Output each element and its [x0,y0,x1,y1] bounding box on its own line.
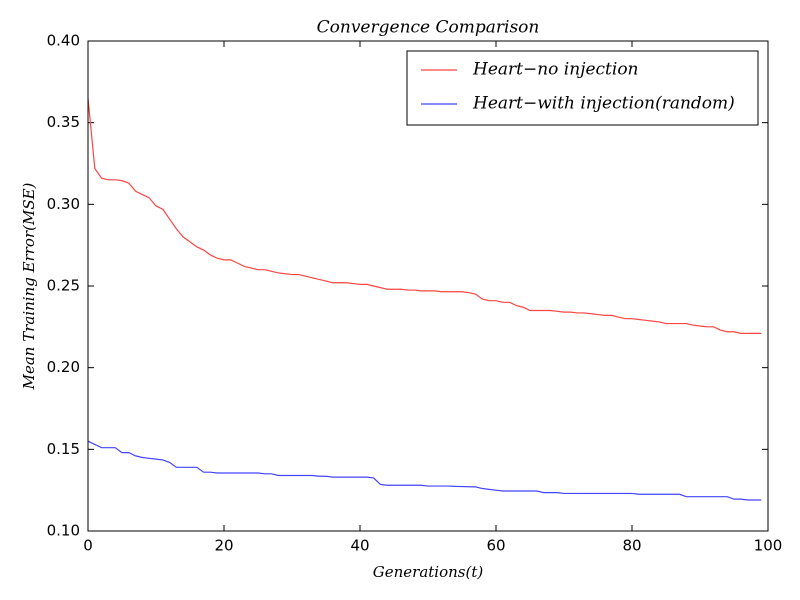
y-tick-label: 0.30 [47,195,80,213]
legend-label: Heart−no injection [472,60,639,80]
chart-title: Convergence Comparison [317,18,540,38]
y-tick-label: 0.35 [47,113,80,131]
x-axis-label: Generations(t) [373,563,484,581]
legend-box [406,50,759,126]
data-line [87,440,762,501]
y-tick-label: 0.20 [47,358,80,376]
x-tick-label: 20 [214,537,233,555]
x-tick-label: 80 [622,537,641,555]
x-tick-label: 60 [486,537,505,555]
plot-frame [87,40,769,532]
x-tick-label: 0 [83,537,93,555]
y-tick-label: 0.40 [47,32,80,50]
y-axis-label: Mean Training Error(MSE) [20,182,38,390]
data-line [87,98,762,334]
legend-label: Heart−with injection(random) [472,94,735,114]
y-tick-label: 0.15 [47,440,80,458]
x-tick-label: 40 [350,537,369,555]
y-tick-label: 0.25 [47,277,80,295]
x-tick-label: 100 [754,537,783,555]
y-tick-label: 0.10 [47,522,80,540]
